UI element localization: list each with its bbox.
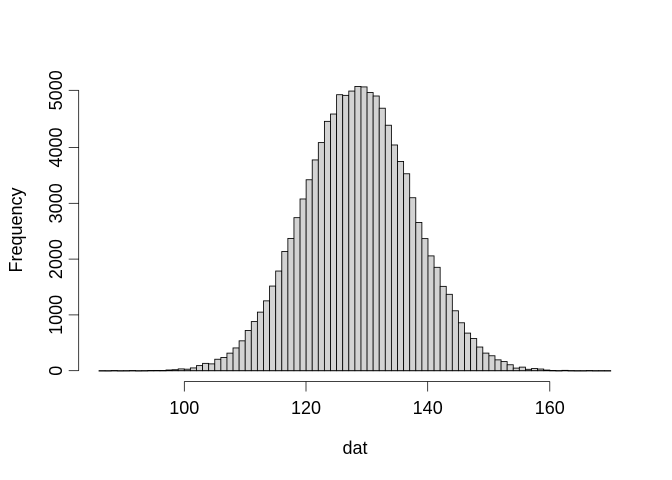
svg-text:4000: 4000 <box>46 127 66 167</box>
svg-text:dat: dat <box>342 438 367 458</box>
svg-text:160: 160 <box>535 398 565 418</box>
svg-text:1000: 1000 <box>46 295 66 335</box>
svg-text:140: 140 <box>413 398 443 418</box>
svg-text:2000: 2000 <box>46 239 66 279</box>
svg-text:Frequency: Frequency <box>6 187 26 272</box>
svg-text:3000: 3000 <box>46 183 66 223</box>
svg-text:0: 0 <box>46 366 66 376</box>
svg-text:5000: 5000 <box>46 70 66 110</box>
svg-text:100: 100 <box>169 398 199 418</box>
svg-text:120: 120 <box>291 398 321 418</box>
